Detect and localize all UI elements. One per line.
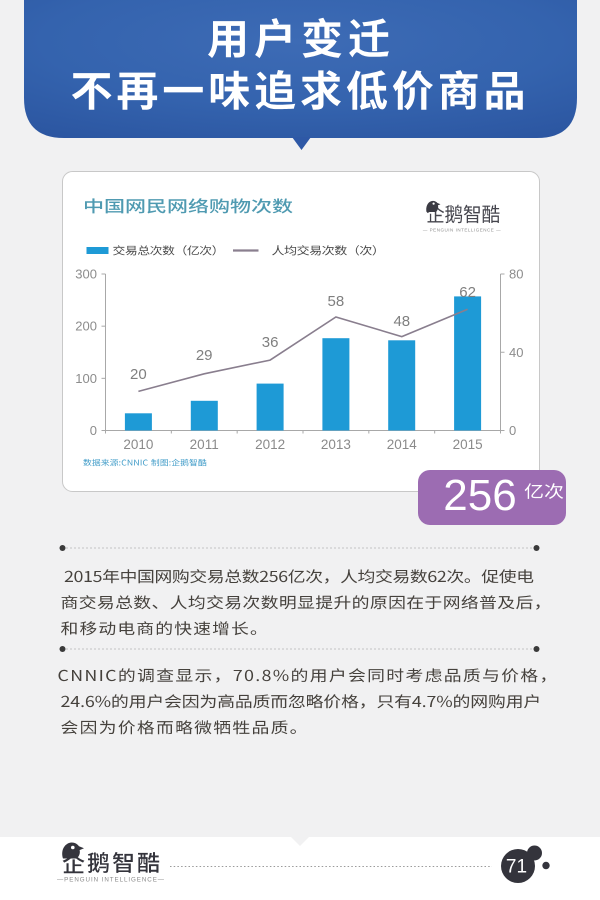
- svg-text:300: 300: [75, 267, 97, 282]
- svg-text:2012: 2012: [255, 437, 285, 452]
- svg-text:62: 62: [459, 284, 476, 301]
- svg-text:36: 36: [262, 334, 279, 351]
- svg-text:48: 48: [393, 313, 410, 330]
- svg-text:2013: 2013: [321, 437, 351, 452]
- svg-text:100: 100: [75, 371, 97, 386]
- svg-text:0: 0: [509, 423, 516, 438]
- svg-text:2014: 2014: [387, 437, 418, 452]
- svg-text:—PENGUIN INTELLIGENCE—: —PENGUIN INTELLIGENCE—: [57, 877, 165, 884]
- svg-text:80: 80: [509, 267, 523, 282]
- svg-text:71: 71: [506, 857, 527, 878]
- svg-text:2010: 2010: [123, 437, 153, 452]
- svg-text:20: 20: [130, 366, 147, 383]
- svg-text:200: 200: [75, 319, 97, 334]
- svg-text:29: 29: [196, 347, 213, 364]
- svg-text:256: 256: [443, 471, 516, 520]
- svg-text:40: 40: [509, 345, 523, 360]
- svg-text:2015: 2015: [453, 437, 483, 452]
- svg-text:2011: 2011: [190, 437, 219, 452]
- svg-text:0: 0: [90, 423, 97, 438]
- svg-text:58: 58: [328, 293, 345, 310]
- svg-text:— PENGUIN INTELLIGENCE —: — PENGUIN INTELLIGENCE —: [423, 228, 501, 233]
